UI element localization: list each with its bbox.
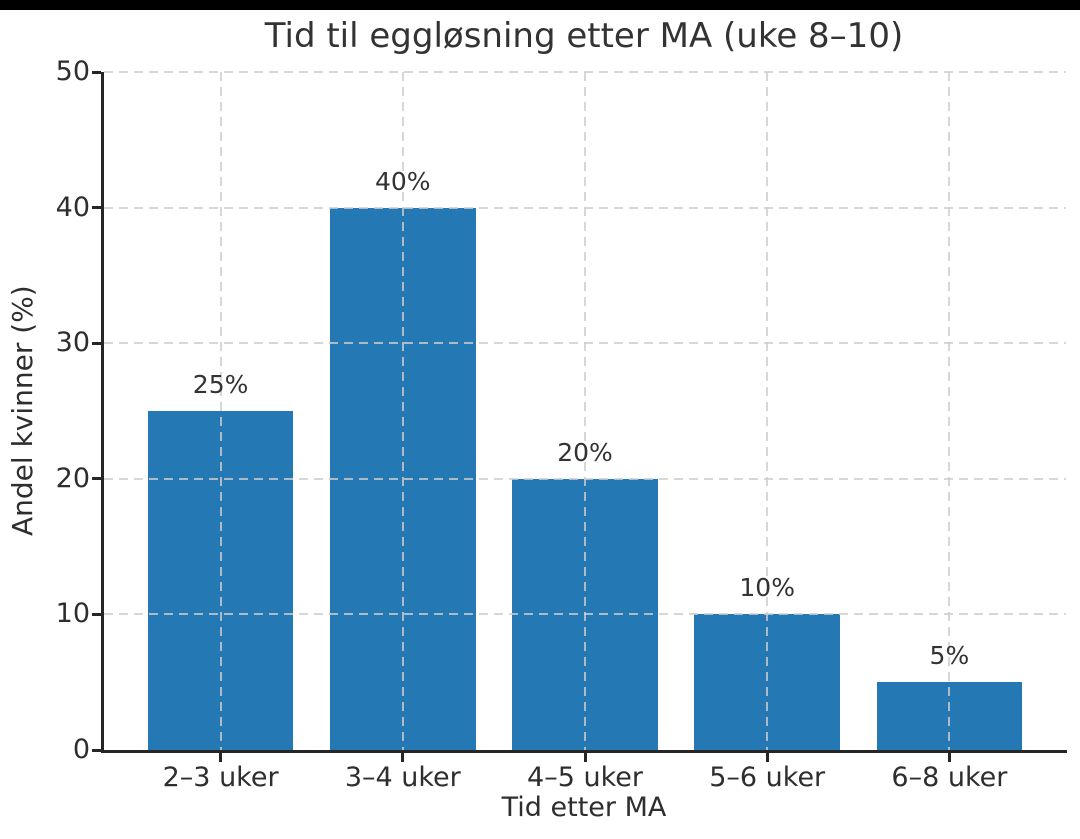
x-tick-mark — [765, 753, 769, 762]
v-gridline-2 — [584, 72, 586, 750]
y-tick-mark — [92, 477, 101, 481]
y-tick-label: 20 — [55, 462, 90, 494]
y-axis-line — [101, 72, 104, 753]
x-tick-label: 4–5 uker — [527, 762, 643, 793]
bar-value-label: 40% — [375, 166, 431, 196]
x-axis-line — [101, 750, 1067, 753]
y-tick-label: 0 — [72, 734, 90, 765]
bar-value-label: 20% — [557, 437, 613, 467]
x-axis-label: Tid etter MA — [501, 792, 667, 823]
y-tick-mark — [92, 70, 101, 74]
v-gridline-3 — [766, 72, 769, 750]
bar-value-label: 25% — [192, 370, 249, 399]
v-gridline-0 — [219, 72, 222, 750]
x-tick-label: 3–4 uker — [344, 762, 461, 793]
y-tick-label: 10 — [55, 598, 90, 630]
bar-value-label: 5% — [929, 641, 970, 671]
top-letterbox-bar — [0, 0, 1080, 10]
chart-title: Tid til eggløsning etter MA (uke 8–10) — [264, 16, 904, 56]
y-tick-label: 30 — [55, 327, 90, 359]
v-gridline-1 — [401, 72, 404, 750]
y-tick-mark — [92, 206, 101, 210]
plot-area — [104, 71, 1066, 750]
y-tick-label: 40 — [55, 191, 90, 223]
x-tick-label: 2–3 uker — [162, 762, 279, 793]
y-tick-mark — [92, 612, 101, 616]
x-tick-label: 5–6 uker — [709, 762, 826, 793]
x-tick-mark — [583, 753, 587, 762]
x-tick-mark — [219, 753, 223, 762]
y-axis-label: Andel kvinner (%) — [6, 285, 39, 537]
y-tick-mark — [92, 341, 101, 345]
bar-value-label: 10% — [739, 573, 795, 603]
y-tick-mark — [92, 748, 101, 752]
y-tick-label: 50 — [55, 56, 90, 87]
x-tick-mark — [401, 753, 405, 762]
x-tick-label: 6–8 uker — [891, 762, 1008, 793]
v-gridline-4 — [948, 72, 951, 750]
x-tick-mark — [947, 753, 951, 762]
